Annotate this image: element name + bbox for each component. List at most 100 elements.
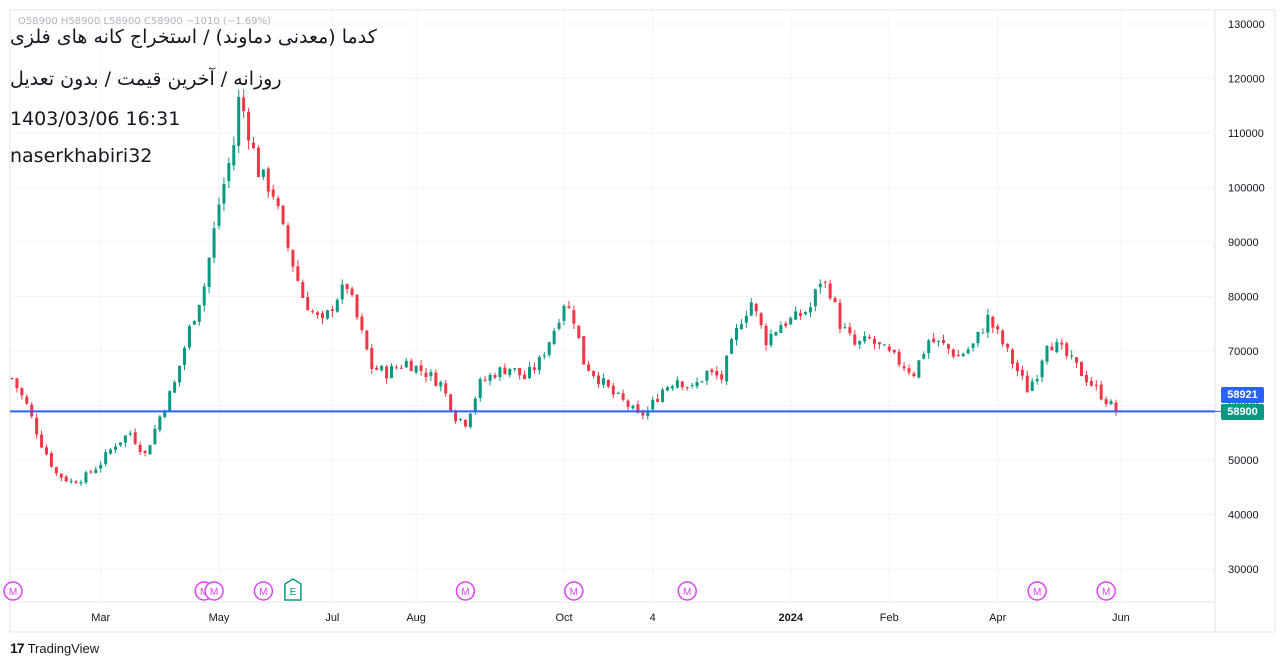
candle[interactable] [666, 385, 669, 392]
candle[interactable] [1099, 380, 1103, 401]
candle[interactable] [227, 157, 231, 189]
candle[interactable] [493, 372, 497, 379]
candle[interactable] [54, 466, 58, 477]
candle[interactable] [680, 380, 684, 391]
candle[interactable] [321, 310, 324, 325]
candle[interactable] [675, 376, 679, 389]
candle[interactable] [705, 370, 709, 386]
candle[interactable] [104, 449, 108, 467]
candle[interactable] [385, 364, 389, 384]
candle[interactable] [153, 424, 157, 445]
candle[interactable] [907, 364, 911, 376]
candle[interactable] [769, 329, 773, 348]
candle[interactable] [478, 377, 482, 402]
candle[interactable] [1015, 359, 1019, 377]
candle[interactable] [69, 478, 73, 485]
candle[interactable] [710, 367, 714, 376]
candle[interactable] [25, 394, 29, 405]
candle[interactable] [187, 324, 191, 350]
candle[interactable] [774, 331, 778, 337]
candle[interactable] [84, 470, 88, 485]
candle[interactable] [661, 387, 665, 403]
candle[interactable] [118, 442, 122, 447]
candle[interactable] [937, 340, 941, 347]
candle[interactable] [207, 257, 211, 294]
candle[interactable] [932, 333, 936, 343]
candle[interactable] [375, 365, 379, 371]
candle[interactable] [1006, 343, 1010, 353]
dividend-marker[interactable]: M [1096, 581, 1116, 601]
candle[interactable] [715, 366, 719, 380]
candle[interactable] [735, 323, 738, 346]
candle[interactable] [232, 136, 236, 171]
candle[interactable] [256, 145, 260, 178]
candle[interactable] [976, 331, 980, 347]
candle[interactable] [212, 221, 216, 263]
candle[interactable] [424, 368, 428, 383]
candle[interactable] [74, 479, 78, 484]
candle[interactable] [143, 450, 147, 457]
candle[interactable] [1094, 379, 1098, 391]
candle[interactable] [271, 184, 275, 200]
candle[interactable] [690, 382, 694, 389]
candle[interactable] [572, 305, 576, 330]
candle[interactable] [178, 365, 182, 387]
candle[interactable] [449, 393, 453, 413]
candle[interactable] [917, 360, 921, 379]
candle[interactable] [942, 334, 945, 346]
candle[interactable] [311, 309, 315, 314]
candle[interactable] [966, 346, 970, 355]
candle[interactable] [725, 355, 729, 385]
candle[interactable] [1025, 370, 1029, 393]
candle[interactable] [794, 306, 798, 320]
candle[interactable] [94, 466, 98, 474]
candle[interactable] [434, 369, 438, 387]
candle[interactable] [912, 371, 916, 378]
candle[interactable] [853, 329, 857, 347]
candle[interactable] [887, 343, 891, 353]
candle[interactable] [685, 386, 689, 391]
candle[interactable] [744, 310, 748, 328]
candle[interactable] [877, 342, 881, 350]
candle[interactable] [173, 380, 177, 394]
candle[interactable] [459, 418, 462, 422]
candle[interactable] [700, 381, 704, 383]
candle[interactable] [611, 382, 615, 399]
candle[interactable] [1114, 399, 1118, 416]
candle[interactable] [1065, 341, 1069, 360]
candle[interactable] [390, 363, 393, 379]
candle[interactable] [828, 279, 832, 301]
candle[interactable] [1080, 361, 1083, 377]
candle[interactable] [804, 311, 807, 316]
candle[interactable] [247, 107, 251, 150]
candle[interactable] [621, 389, 625, 402]
candle[interactable] [266, 166, 270, 198]
candle[interactable] [951, 348, 955, 359]
candle[interactable] [45, 444, 48, 456]
candle[interactable] [858, 340, 862, 350]
dividend-marker[interactable]: M [455, 581, 476, 601]
candle[interactable] [843, 323, 847, 329]
last-price-tag[interactable]: 58900 [1221, 404, 1264, 420]
candle[interactable] [355, 293, 359, 320]
candle[interactable] [532, 362, 536, 374]
candle[interactable] [808, 302, 812, 318]
candle[interactable] [429, 369, 433, 381]
candle[interactable] [330, 305, 334, 318]
dividend-marker[interactable]: M [1027, 581, 1047, 601]
candle[interactable] [1075, 357, 1079, 369]
candle[interactable] [463, 419, 467, 428]
candle[interactable] [562, 304, 566, 326]
horizontal-line-price-tag[interactable]: 58921 [1221, 387, 1264, 403]
candle[interactable] [281, 205, 285, 226]
candle[interactable] [296, 260, 300, 282]
candle[interactable] [158, 415, 162, 433]
candle[interactable] [779, 321, 783, 334]
candle[interactable] [202, 282, 206, 312]
candle[interactable] [1040, 359, 1044, 383]
candle[interactable] [468, 413, 472, 429]
candle[interactable] [439, 380, 443, 392]
candle[interactable] [592, 370, 596, 379]
candle[interactable] [409, 358, 413, 372]
